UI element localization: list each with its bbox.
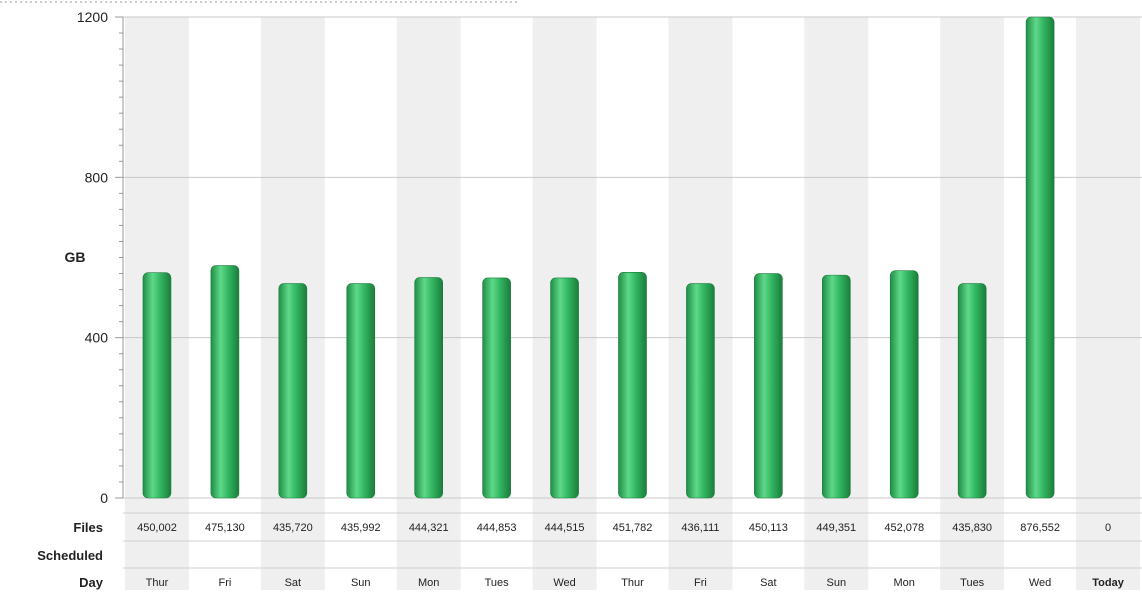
day-row-header: Day — [79, 575, 104, 590]
scheduled-row-header: Scheduled — [37, 548, 103, 563]
files-cell: 451,782 — [613, 522, 653, 534]
day-cell: Sat — [285, 577, 302, 589]
y-tick-label: 400 — [85, 330, 109, 346]
files-cell: 0 — [1105, 522, 1111, 534]
day-cell: Sat — [760, 577, 777, 589]
day-cell: Mon — [894, 577, 915, 589]
day-cell: Sun — [351, 577, 371, 589]
day-cell: Fri — [218, 577, 231, 589]
files-cell: 452,078 — [884, 522, 924, 534]
day-cell: Fri — [694, 577, 707, 589]
day-cell: Mon — [418, 577, 439, 589]
files-cell: 450,002 — [137, 522, 177, 534]
bar — [278, 283, 308, 499]
bar — [754, 273, 783, 499]
bar — [210, 265, 240, 499]
files-cell: 435,992 — [341, 522, 381, 534]
bar — [686, 283, 715, 499]
bar — [414, 277, 444, 499]
files-cell: 444,515 — [545, 522, 585, 534]
bar — [550, 277, 579, 499]
day-cell: Tues — [485, 577, 510, 589]
files-cell: 475,130 — [205, 522, 245, 534]
bar — [482, 277, 511, 499]
day-cell: Tues — [960, 577, 985, 589]
day-cell: Thur — [621, 577, 644, 589]
files-cell: 876,552 — [1020, 522, 1060, 534]
bar — [346, 283, 376, 499]
day-cell: Sun — [827, 577, 847, 589]
bar — [821, 274, 851, 499]
files-cell: 450,113 — [749, 522, 788, 534]
bar — [889, 270, 919, 499]
bar — [1025, 16, 1055, 499]
day-cell: Wed — [1029, 577, 1051, 589]
bar — [142, 272, 172, 499]
files-cell: 444,853 — [477, 522, 517, 534]
y-tick-label: 800 — [85, 169, 109, 185]
day-cell: Thur — [146, 577, 169, 589]
day-cell: Today — [1092, 577, 1124, 589]
y-tick-label: 0 — [100, 490, 108, 506]
files-row-header: Files — [73, 520, 103, 535]
files-cell: 435,830 — [952, 522, 992, 534]
column-band — [1076, 17, 1140, 590]
files-cell: 435,720 — [273, 522, 313, 534]
files-cell: 449,351 — [816, 522, 856, 534]
y-axis-label: GB — [65, 249, 86, 265]
day-cell: Wed — [553, 577, 575, 589]
bar — [957, 283, 987, 499]
y-tick-label: 1200 — [77, 9, 108, 25]
files-cell: 444,321 — [409, 522, 449, 534]
files-cell: 436,111 — [681, 522, 719, 534]
bar — [618, 272, 647, 499]
